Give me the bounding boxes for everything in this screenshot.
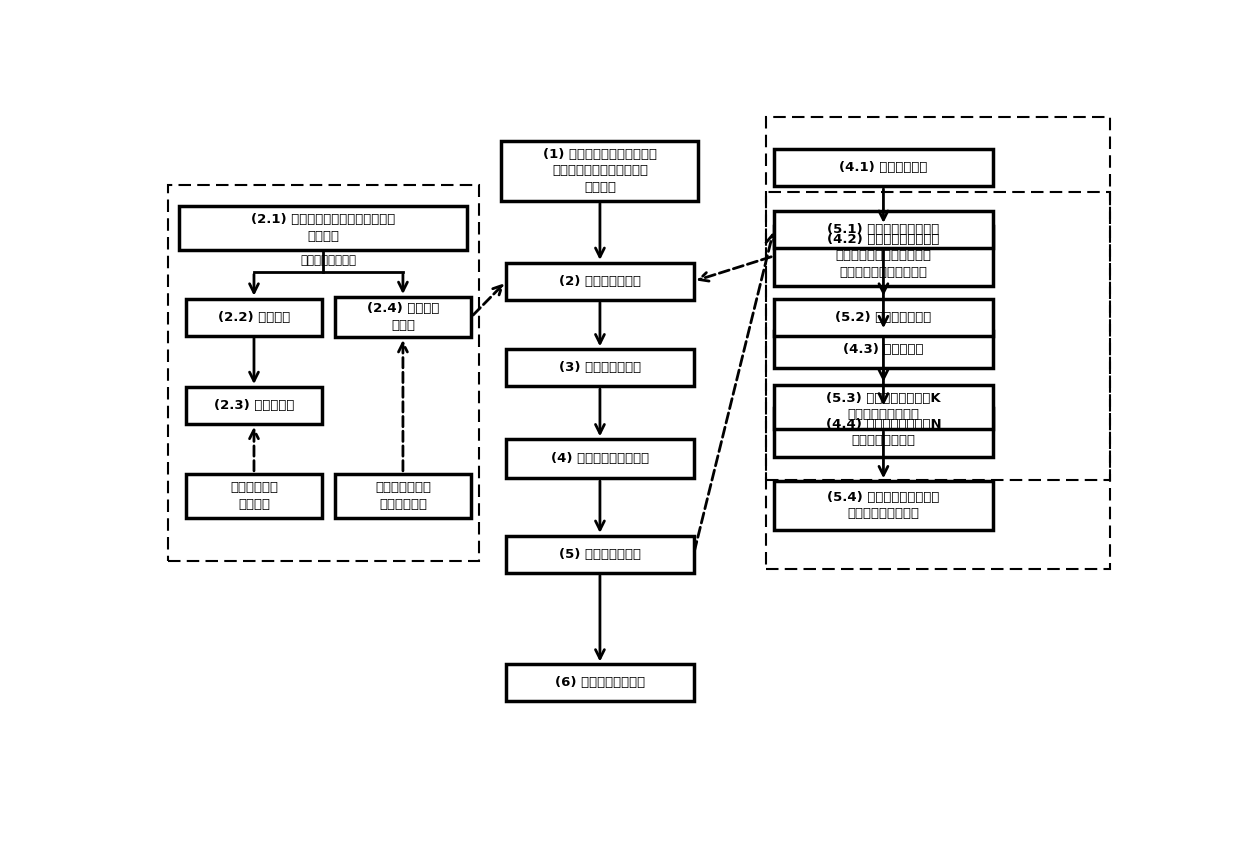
FancyBboxPatch shape [186,299,322,336]
FancyBboxPatch shape [774,149,993,186]
Text: (2) 裁判文书预处理: (2) 裁判文书预处理 [559,275,641,288]
FancyBboxPatch shape [506,349,693,387]
FancyBboxPatch shape [774,211,993,248]
FancyBboxPatch shape [774,299,993,336]
FancyBboxPatch shape [186,473,322,518]
Text: (4) 提取相似裁判文书集: (4) 提取相似裁判文书集 [551,452,649,465]
Text: (5) 提取推荐法条集: (5) 提取推荐法条集 [559,548,641,560]
Text: (1) 根据案由从裁判文书数据
库中提取裁判文书集，构建
训练语料: (1) 根据案由从裁判文书数据 库中提取裁判文书集，构建 训练语料 [543,148,657,194]
FancyBboxPatch shape [179,206,467,250]
FancyBboxPatch shape [774,408,993,457]
Text: 案件情况引用法条: 案件情况引用法条 [300,254,356,267]
FancyBboxPatch shape [774,385,993,429]
Text: (5.1) 提取推荐法条候选集: (5.1) 提取推荐法条候选集 [827,223,940,235]
Text: 构建法律专有
停用词库: 构建法律专有 停用词库 [229,481,278,511]
FancyBboxPatch shape [506,262,693,300]
Text: (2.4) 法条名称
标准化: (2.4) 法条名称 标准化 [367,302,439,332]
Text: (4.3) 相似度计算: (4.3) 相似度计算 [843,343,924,356]
Text: (4.4) 相似度排序，取前N
个相似的裁判文书: (4.4) 相似度排序，取前N 个相似的裁判文书 [826,418,941,447]
Text: (3) 用户输入预处理: (3) 用户输入预处理 [559,361,641,374]
Text: (2.1) 抄取案件基本情况段落和引用
法条列表: (2.1) 抄取案件基本情况段落和引用 法条列表 [250,214,396,243]
FancyBboxPatch shape [774,331,993,368]
Text: (5.2) 计算法条关联度: (5.2) 计算法条关联度 [836,311,931,323]
FancyBboxPatch shape [774,481,993,530]
FancyBboxPatch shape [506,439,693,479]
FancyBboxPatch shape [506,664,693,701]
FancyBboxPatch shape [506,536,693,573]
Text: (4.2) 使用主题模型将裁判
文书案件基本情况段和用户
输入表示成主题概率向量: (4.2) 使用主题模型将裁判 文书案件基本情况段和用户 输入表示成主题概率向量 [827,233,940,279]
Text: 构建法条名称标
准的映射关系: 构建法条名称标 准的映射关系 [374,481,432,511]
Text: (6) 输出推荐法条列表: (6) 输出推荐法条列表 [554,676,645,690]
Text: (2.3) 去除停用词: (2.3) 去除停用词 [213,399,294,412]
Text: (5.3) 提取关联度最高的K
个法条作为推荐法条: (5.3) 提取关联度最高的K 个法条作为推荐法条 [826,392,941,421]
FancyBboxPatch shape [335,473,471,518]
Text: (4.1) 训练主题模型: (4.1) 训练主题模型 [839,161,928,174]
FancyBboxPatch shape [501,141,698,201]
Text: (5.4) 频繁项集挖掘，提取
推荐法条的关联法条: (5.4) 频繁项集挖掘，提取 推荐法条的关联法条 [827,490,940,520]
FancyBboxPatch shape [335,297,471,338]
FancyBboxPatch shape [774,225,993,286]
Text: (2.2) 中文分词: (2.2) 中文分词 [218,311,290,323]
FancyBboxPatch shape [186,387,322,424]
